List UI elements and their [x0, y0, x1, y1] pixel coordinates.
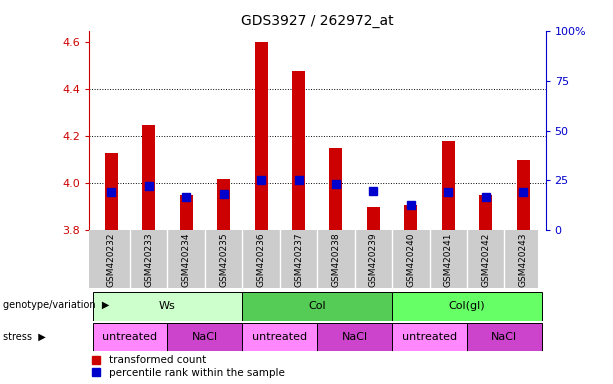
Bar [242, 292, 392, 321]
Text: NaCl: NaCl [492, 332, 517, 342]
Bar [329, 148, 343, 230]
Text: untreated: untreated [402, 332, 457, 342]
Bar [93, 292, 242, 321]
Text: Col(gl): Col(gl) [449, 301, 485, 311]
Text: Ws: Ws [159, 301, 176, 311]
Bar [167, 323, 242, 351]
Bar [242, 323, 318, 351]
Bar [180, 195, 192, 230]
Text: genotype/variation  ▶: genotype/variation ▶ [3, 300, 110, 310]
Bar [517, 160, 530, 230]
Bar [318, 323, 392, 351]
Bar [217, 179, 230, 230]
Text: untreated: untreated [102, 332, 158, 342]
Bar [93, 323, 167, 351]
Bar [142, 125, 155, 230]
Text: GSM420232: GSM420232 [107, 232, 116, 286]
Bar [479, 195, 492, 230]
Text: untreated: untreated [252, 332, 307, 342]
Text: GSM420236: GSM420236 [257, 232, 265, 287]
Text: GSM420243: GSM420243 [519, 232, 528, 286]
Bar [442, 141, 455, 230]
Bar [254, 43, 268, 230]
Bar [392, 292, 542, 321]
Bar [105, 153, 118, 230]
Text: GSM420238: GSM420238 [332, 232, 340, 287]
Text: GSM420237: GSM420237 [294, 232, 303, 287]
Text: NaCl: NaCl [341, 332, 368, 342]
Legend: transformed count, percentile rank within the sample: transformed count, percentile rank withi… [91, 354, 286, 379]
Bar [404, 205, 417, 230]
Title: GDS3927 / 262972_at: GDS3927 / 262972_at [241, 14, 394, 28]
Text: GSM420241: GSM420241 [444, 232, 453, 286]
Text: GSM420240: GSM420240 [406, 232, 416, 286]
Text: GSM420239: GSM420239 [369, 232, 378, 287]
Bar [392, 323, 467, 351]
Bar [292, 71, 305, 230]
Text: GSM420242: GSM420242 [481, 232, 490, 286]
Bar [367, 207, 380, 230]
Text: Col: Col [308, 301, 326, 311]
Text: stress  ▶: stress ▶ [3, 332, 46, 342]
Text: NaCl: NaCl [192, 332, 218, 342]
Text: GSM420233: GSM420233 [144, 232, 153, 287]
Text: GSM420235: GSM420235 [219, 232, 228, 287]
Text: GSM420234: GSM420234 [181, 232, 191, 286]
Bar [467, 323, 542, 351]
